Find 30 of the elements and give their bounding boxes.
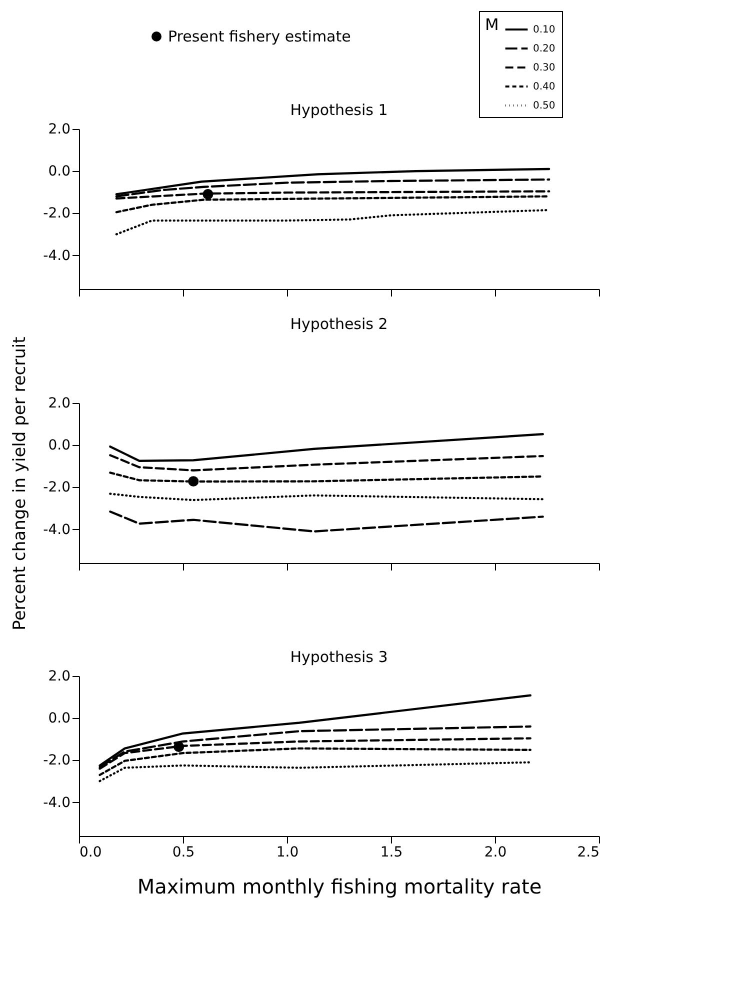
y-tick-label: -4.0 [43,522,70,538]
x-tick-label: 1.0 [276,844,299,860]
legend-title: M [485,15,499,34]
y-tick-label: 2.0 [48,122,70,138]
y-tick-label: 0.0 [48,438,70,454]
legend-label: Present fishery estimate [168,28,351,46]
y-axis-title: Percent change in yield per recruit [10,336,30,630]
legend-label: 0.30 [533,62,556,74]
chart-title: Hypothesis 3 [290,648,388,666]
chart-title: Hypothesis 2 [290,315,388,334]
y-tick-label: -4.0 [43,794,70,811]
x-axis-title: Maximum monthly fishing mortality rate [137,874,542,898]
x-tick-label: 1.5 [380,844,403,860]
chart-title: Hypothesis 1 [290,101,388,119]
legend-label: 0.10 [533,24,556,36]
y-tick-label: 0.0 [48,710,70,727]
y-tick-label: 2.0 [48,396,70,412]
x-tick-label: 2.5 [577,844,600,860]
y-tick-label: 2.0 [48,668,70,684]
legend-label: 0.40 [533,82,556,92]
x-tick-label: 0.5 [172,844,195,860]
y-tick-label: 0.0 [48,164,70,180]
x-tick-label: 2.0 [484,844,507,860]
legend-label: 0.20 [533,44,556,54]
y-tick-label: -2.0 [43,480,70,496]
y-tick-label: -2.0 [43,206,70,222]
y-tick-label: -4.0 [43,248,70,264]
legend-label: 0.50 [533,100,556,112]
y-tick-label: -2.0 [43,752,70,769]
x-tick-label: 0.0 [80,844,102,860]
